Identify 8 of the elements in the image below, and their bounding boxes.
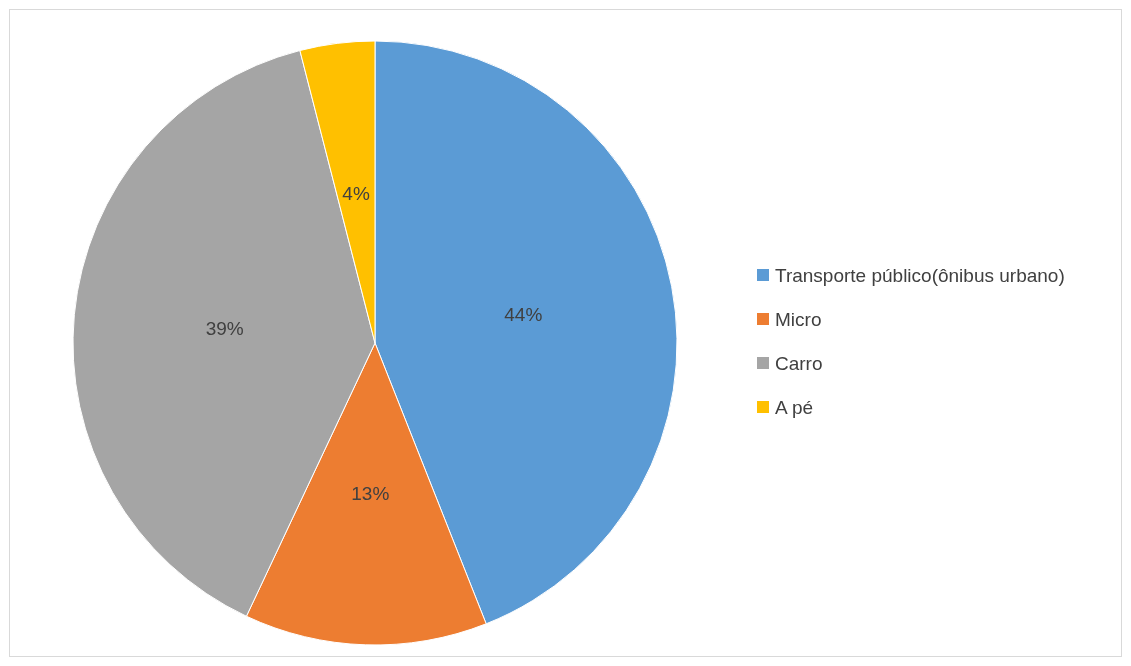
legend-label: Micro bbox=[775, 308, 822, 330]
data-label: 13% bbox=[351, 483, 390, 505]
legend-label: Transporte público(ônibus urbano) bbox=[775, 264, 1065, 286]
data-label: 44% bbox=[504, 304, 543, 326]
legend-label: A pé bbox=[775, 396, 814, 418]
legend-label: Carro bbox=[775, 352, 823, 374]
data-label: 4% bbox=[342, 182, 370, 204]
data-label: 39% bbox=[205, 318, 244, 340]
